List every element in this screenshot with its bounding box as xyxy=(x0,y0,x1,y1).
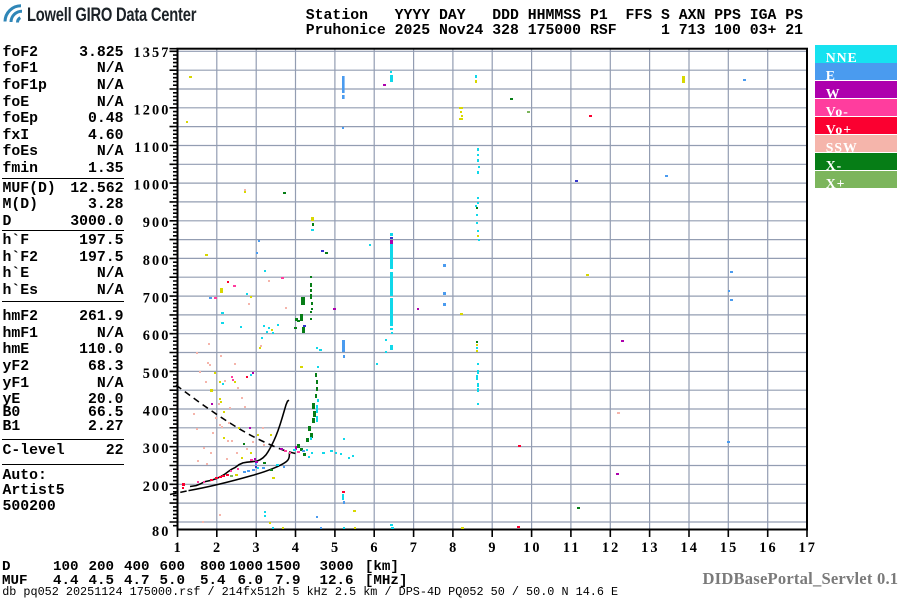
svg-text:600: 600 xyxy=(143,328,171,344)
svg-text:2: 2 xyxy=(213,540,222,556)
svg-text:14: 14 xyxy=(681,540,700,556)
svg-text:1: 1 xyxy=(174,540,183,556)
svg-text:6: 6 xyxy=(370,540,379,556)
svg-text:4: 4 xyxy=(292,540,301,556)
svg-text:1100: 1100 xyxy=(134,140,170,156)
svg-text:16: 16 xyxy=(759,540,778,556)
svg-text:10: 10 xyxy=(523,540,542,556)
svg-text:13: 13 xyxy=(641,540,660,556)
svg-text:3: 3 xyxy=(252,540,261,556)
svg-text:17: 17 xyxy=(799,540,818,556)
svg-text:8: 8 xyxy=(449,540,458,556)
svg-text:80: 80 xyxy=(152,524,171,540)
svg-text:12: 12 xyxy=(602,540,621,556)
svg-text:7: 7 xyxy=(410,540,419,556)
svg-text:1357: 1357 xyxy=(134,45,171,61)
svg-text:500: 500 xyxy=(143,366,171,382)
svg-text:1000: 1000 xyxy=(134,178,171,194)
svg-text:300: 300 xyxy=(143,441,171,457)
svg-text:800: 800 xyxy=(143,253,171,269)
svg-text:900: 900 xyxy=(143,215,171,231)
svg-text:700: 700 xyxy=(143,291,171,307)
svg-text:400: 400 xyxy=(143,404,171,420)
svg-text:15: 15 xyxy=(720,540,739,556)
svg-text:1200: 1200 xyxy=(134,102,171,118)
svg-text:11: 11 xyxy=(563,540,581,556)
svg-text:5: 5 xyxy=(331,540,340,556)
svg-text:9: 9 xyxy=(488,540,497,556)
svg-text:200: 200 xyxy=(143,479,171,495)
